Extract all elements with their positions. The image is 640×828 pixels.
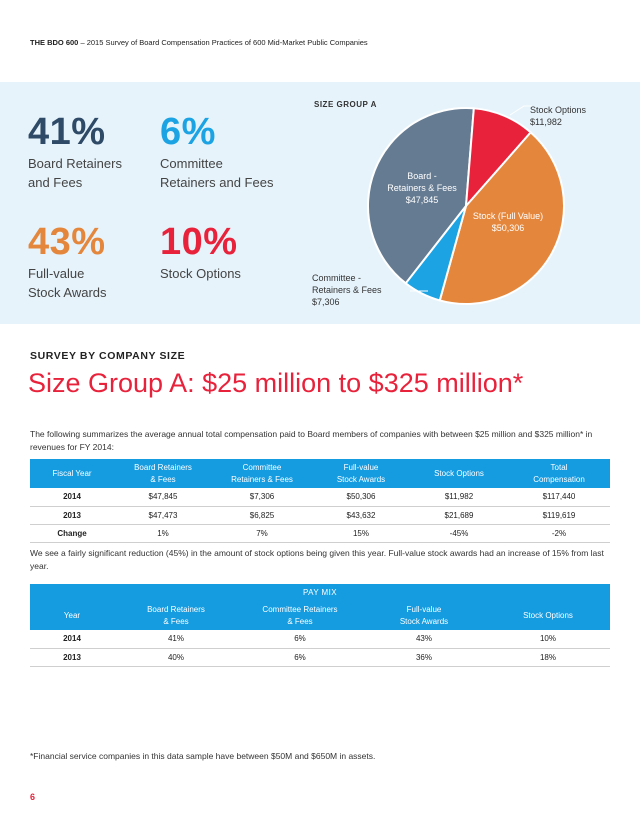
table-cell: $21,689: [410, 506, 508, 525]
col-header: Year: [30, 601, 114, 630]
header-subtitle: – 2015 Survey of Board Compensation Prac…: [78, 38, 368, 47]
stat-board-retainers: 41% Board Retainers and Fees: [28, 112, 122, 192]
table-row: 2013 $47,473 $6,825 $43,632 $21,689 $119…: [30, 506, 610, 525]
col-header: Stock Options: [486, 601, 610, 630]
pay-mix-table: PAY MIX Year Board Retainers & Fees Commi…: [30, 584, 610, 667]
table-header-row: Fiscal Year Board Retainers & Fees Commit…: [30, 459, 610, 488]
table-cell: $47,845: [114, 488, 212, 507]
pie-title: SIZE GROUP A: [314, 100, 377, 109]
pie-chart: SIZE GROUP A Board - Retainers & Fees $47,…: [300, 82, 640, 324]
table-cell: 2014: [30, 630, 114, 649]
summary-panel: 41% Board Retainers and Fees 6% Committee…: [0, 82, 640, 324]
pie-slice-stock-full-value: [438, 130, 566, 305]
col-header: Board Retainers & Fees: [114, 459, 212, 488]
table-cell: 6%: [238, 630, 362, 649]
table-row: 2014 41% 6% 43% 10%: [30, 630, 610, 649]
table-cell: 7%: [212, 524, 312, 543]
stat-stock-options: 10% Stock Options: [160, 222, 241, 283]
leader-line-stock-options: [509, 105, 532, 116]
table-cell: 10%: [486, 630, 610, 649]
table-cell: 2013: [30, 506, 114, 525]
table-row: 2014 $47,845 $7,306 $50,306 $11,982 $117…: [30, 488, 610, 507]
stat-label: Committee Retainers and Fees: [160, 156, 274, 190]
header-title: THE BDO 600: [30, 38, 79, 47]
page-number: 6: [30, 792, 36, 802]
stat-percent: 6%: [160, 111, 216, 153]
table-cell: $11,982: [410, 488, 508, 507]
pie-label-board: Board - Retainers & Fees $47,845: [387, 171, 457, 205]
table-cell: 18%: [486, 648, 610, 667]
table-cell: 43%: [362, 630, 486, 649]
table-cell: 1%: [114, 524, 212, 543]
col-header: Full-value Stock Awards: [362, 601, 486, 630]
pie-label-committee: Committee - Retainers & Fees $7,306: [312, 273, 382, 307]
analysis-paragraph: We see a fairly significant reduction (4…: [30, 548, 604, 571]
intro-paragraph: The following summarizes the average ann…: [30, 429, 593, 452]
stat-label: Stock Options: [160, 266, 241, 281]
table-cell: $50,306: [312, 488, 410, 507]
table-header-row: Year Board Retainers & Fees Committee Ret…: [30, 601, 610, 630]
table-cell: -45%: [410, 524, 508, 543]
table-cell: $47,473: [114, 506, 212, 525]
compensation-table: Fiscal Year Board Retainers & Fees Commit…: [30, 459, 610, 543]
table-row: Change 1% 7% 15% -45% -2%: [30, 524, 610, 543]
col-header: Total Compensation: [508, 459, 610, 488]
table-cell: 2014: [30, 488, 114, 507]
table-cell: $6,825: [212, 506, 312, 525]
stat-full-value-stock: 43% Full-value Stock Awards: [28, 222, 107, 302]
table-caption-row: PAY MIX: [30, 584, 610, 601]
stat-percent: 41%: [28, 111, 106, 153]
table-cell: 2013: [30, 648, 114, 667]
table-cell: 41%: [114, 630, 238, 649]
pie-slice-board: [366, 106, 475, 285]
table-cell: 40%: [114, 648, 238, 667]
table-cell: $7,306: [212, 488, 312, 507]
footnote: *Financial service companies in this dat…: [30, 751, 376, 761]
col-header: Committee Retainers & Fees: [212, 459, 312, 488]
col-header: Full-value Stock Awards: [312, 459, 410, 488]
table-cell: 15%: [312, 524, 410, 543]
stat-label: Board Retainers and Fees: [28, 156, 122, 190]
pay-mix-caption: PAY MIX: [30, 584, 610, 601]
pie-label-stock-full-value: Stock (Full Value) $50,306: [472, 211, 544, 233]
table-cell: 6%: [238, 648, 362, 667]
col-header: Board Retainers & Fees: [114, 601, 238, 630]
col-header: Committee Retainers & Fees: [238, 601, 362, 630]
stat-committee-retainers: 6% Committee Retainers and Fees: [160, 112, 273, 192]
table-cell: -2%: [508, 524, 610, 543]
pie-slice-committee: [404, 205, 467, 302]
table-cell: Change: [30, 524, 114, 543]
pie-label-stock-options: Stock Options $11,982: [530, 105, 587, 127]
col-header: Stock Options: [410, 459, 508, 488]
running-header: THE BDO 600 – 2015 Survey of Board Compe…: [30, 38, 368, 47]
table-row: 2013 40% 6% 36% 18%: [30, 648, 610, 667]
stat-percent: 43%: [28, 221, 106, 263]
table-cell: 36%: [362, 648, 486, 667]
table-cell: $119,619: [508, 506, 610, 525]
stat-label: Full-value Stock Awards: [28, 266, 107, 300]
section-kicker: SURVEY BY COMPANY SIZE: [30, 350, 186, 362]
table-cell: $43,632: [312, 506, 410, 525]
pie-chart-svg: [366, 105, 566, 305]
col-header: Fiscal Year: [30, 459, 114, 488]
page-title: Size Group A: $25 million to $325 millio…: [28, 368, 524, 398]
table-cell: $117,440: [508, 488, 610, 507]
stat-percent: 10%: [160, 221, 238, 263]
